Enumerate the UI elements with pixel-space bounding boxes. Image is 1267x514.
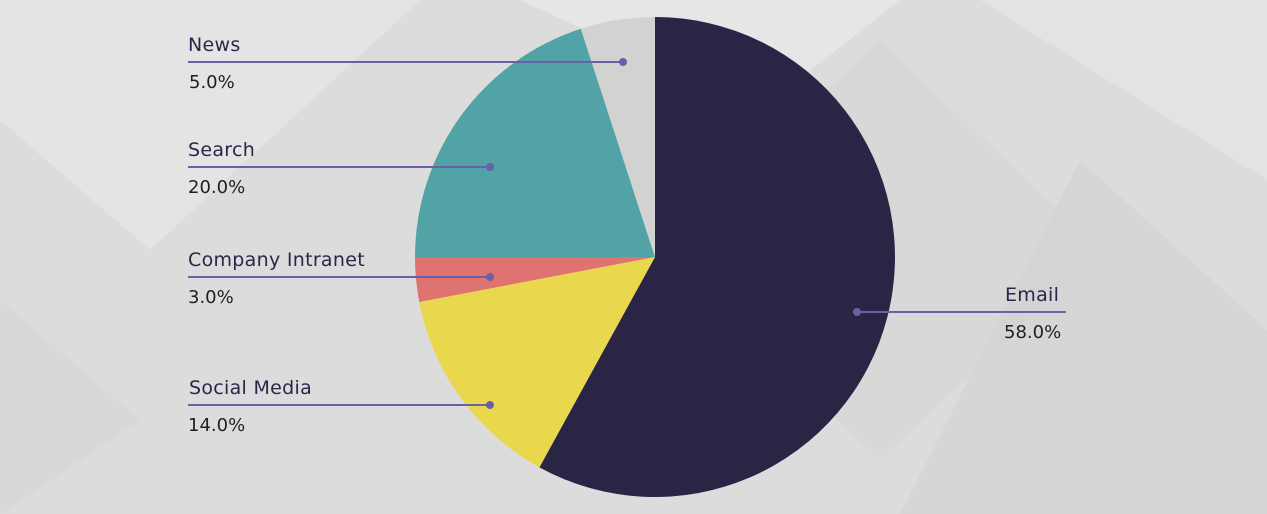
label-news: News [188, 34, 241, 56]
value-social-media: 14.0% [188, 415, 246, 436]
leader-news [188, 58, 627, 66]
pie-slice-search [415, 28, 655, 258]
leader-social-media [188, 401, 494, 409]
pie-slice-email [539, 17, 895, 497]
pie-slice-news [580, 17, 655, 257]
label-search: Search [188, 139, 256, 161]
leader-company-intranet [188, 273, 494, 281]
pie-slice-company-intranet [415, 257, 655, 302]
value-company-intranet: 3.0% [188, 287, 234, 308]
value-search: 20.0% [188, 177, 246, 198]
pie-slice-social-media [419, 257, 655, 468]
leader-email [853, 308, 1066, 316]
label-social-media: Social Media [189, 377, 313, 399]
leader-search [188, 163, 494, 171]
value-news: 5.0% [189, 72, 235, 93]
value-email: 58.0% [1004, 322, 1062, 343]
label-email: Email [1005, 284, 1060, 306]
label-company-intranet: Company Intranet [188, 249, 365, 271]
